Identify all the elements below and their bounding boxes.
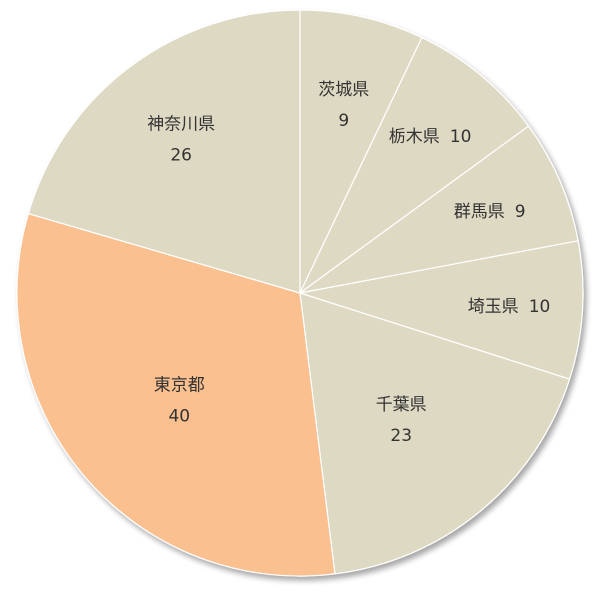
slice-2-category-label: 栃木県 bbox=[389, 127, 440, 147]
slice-4-category-label: 埼玉県 bbox=[468, 297, 519, 317]
slice-2-value-label: 10 bbox=[450, 127, 472, 147]
slice-1-wedge bbox=[299, 9, 423, 294]
slice-6-value-label: 40 bbox=[168, 407, 190, 427]
slice-7-data-label: 神奈川県 26 bbox=[147, 114, 215, 165]
slice-4-data-label: 埼玉県 10 bbox=[468, 297, 551, 317]
slice-4-value-label: 10 bbox=[529, 297, 551, 317]
slice-2-label-text: 栃木県 10 bbox=[389, 127, 472, 147]
slice-3-value-label: 9 bbox=[515, 202, 526, 222]
slice-6-wedge bbox=[16, 212, 336, 577]
slice-1-category-label: 茨城県 bbox=[318, 80, 369, 100]
slice-5-data-label: 千葉県 23 bbox=[376, 395, 427, 446]
slice-6-category-label: 東京都 bbox=[154, 376, 205, 396]
slice-5-value-label: 23 bbox=[390, 426, 412, 446]
slice-5-category-label: 千葉県 bbox=[376, 395, 427, 415]
slice-5-wedge bbox=[299, 292, 571, 575]
slice-2-wedge bbox=[299, 36, 530, 294]
slice-3-category-label: 群馬県 bbox=[454, 202, 505, 222]
slice-7-value-label: 26 bbox=[170, 145, 192, 165]
slice-3-data-label: 群馬県 9 bbox=[454, 202, 526, 222]
slice-4-label-text: 埼玉県 10 bbox=[468, 297, 551, 317]
slice-1-value-label: 9 bbox=[338, 111, 349, 131]
slice-4-wedge bbox=[299, 240, 584, 380]
slice-7-category-label: 神奈川県 bbox=[147, 114, 215, 134]
slice-3-label-text: 群馬県 9 bbox=[454, 202, 526, 222]
slice-2-data-label: 栃木県 10 bbox=[389, 127, 472, 147]
pie-labels: 茨城県 9 栃木県 10 群馬県 9 埼玉県 10 千葉県 23 東京都 40 神奈川県 26 bbox=[147, 80, 550, 446]
slice-7-wedge bbox=[27, 9, 301, 294]
pie-slices bbox=[16, 9, 584, 577]
slice-3-wedge bbox=[299, 125, 579, 294]
slice-6-data-label: 東京都 40 bbox=[154, 376, 205, 427]
slice-1-data-label: 茨城県 9 bbox=[318, 80, 369, 131]
